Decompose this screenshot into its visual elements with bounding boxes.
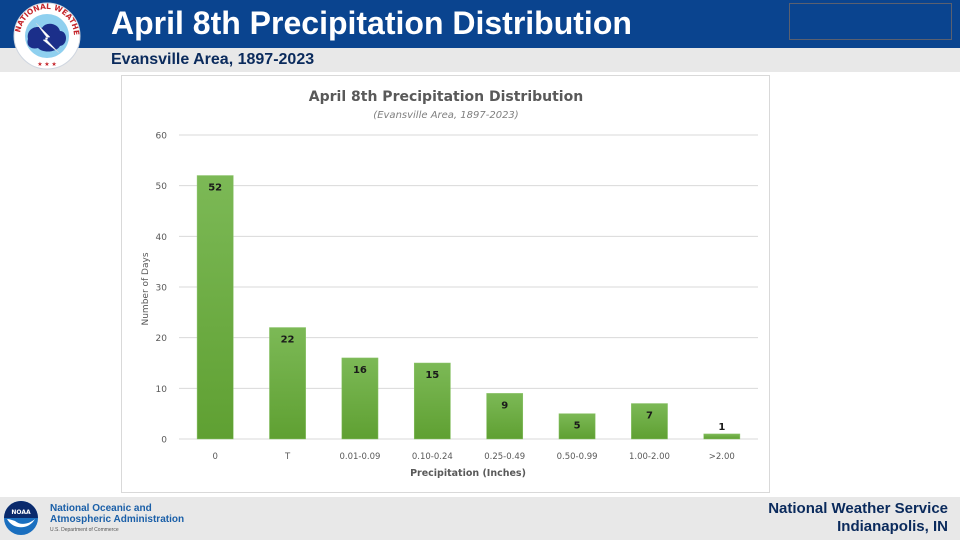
nws-logo-icon: NATIONAL WEATHER SERVICE ★ ★ ★ [12,1,81,70]
bar-data-label: 15 [425,370,439,381]
y-tick-label: 60 [156,132,168,142]
footer-band [0,497,960,540]
chart-title: April 8th Precipitation Distribution [309,89,583,105]
x-tick-label: 1.00-2.00 [629,452,670,462]
bar [413,362,451,440]
noaa-name-line1: National Oceanic and [50,503,152,514]
bar [341,357,379,440]
bar-data-label: 5 [574,421,581,432]
bar [196,175,234,440]
y-tick-label: 10 [156,385,168,395]
bar [631,403,668,440]
bar-chart: April 8th Precipitation Distribution (Ev… [141,89,758,479]
slide-subtitle: Evansville Area, 1897-2023 [111,51,315,68]
bar-data-label: 1 [718,422,725,433]
header-band [0,0,960,48]
bar-data-label: 9 [501,400,508,411]
noaa-name: National Oceanic and Atmospheric Adminis… [50,503,184,525]
x-tick-label: 0.01-0.09 [339,452,380,462]
bar-data-label: 16 [353,365,367,376]
bar [703,433,741,440]
noaa-logo-icon: NOAA [4,501,38,535]
bar [269,327,306,440]
y-tick-label: 20 [156,334,168,344]
x-axis-label: Precipitation (Inches) [410,468,526,479]
chart-frame: April 8th Precipitation Distribution (Ev… [121,75,770,493]
svg-text:★ ★ ★: ★ ★ ★ [37,61,56,68]
nws-office: National Weather Service Indianapolis, I… [768,500,948,536]
bar [486,393,524,440]
noaa-name-line2: Atmospheric Administration [50,514,185,525]
nws-office-line1: National Weather Service [768,500,948,517]
header-placeholder-box [789,3,952,40]
x-tick-label: 0.50-0.99 [557,452,598,462]
x-tick-label: 0.25-0.49 [484,452,525,462]
y-axis-label: Number of Days [141,252,151,325]
x-tick-label: >2.00 [709,452,735,462]
subheader-band [0,48,960,72]
nws-office-line2: Indianapolis, IN [837,518,948,535]
x-tick-label: 0.10-0.24 [412,452,453,462]
noaa-department: U.S. Department of Commerce [50,527,119,533]
y-tick-label: 0 [161,436,167,446]
bar-data-label: 7 [646,411,653,422]
y-tick-label: 30 [156,284,168,294]
svg-text:NOAA: NOAA [11,509,31,516]
chart-subtitle: (Evansville Area, 1897-2023) [373,110,518,121]
x-tick-label: T [284,452,291,462]
bar [558,413,596,440]
bar-data-label: 22 [281,335,295,346]
y-tick-label: 40 [156,233,168,243]
x-tick-label: 0 [212,452,217,462]
slide-title: April 8th Precipitation Distribution [111,5,632,41]
bar-data-label: 52 [208,183,222,194]
y-tick-label: 50 [156,182,168,192]
